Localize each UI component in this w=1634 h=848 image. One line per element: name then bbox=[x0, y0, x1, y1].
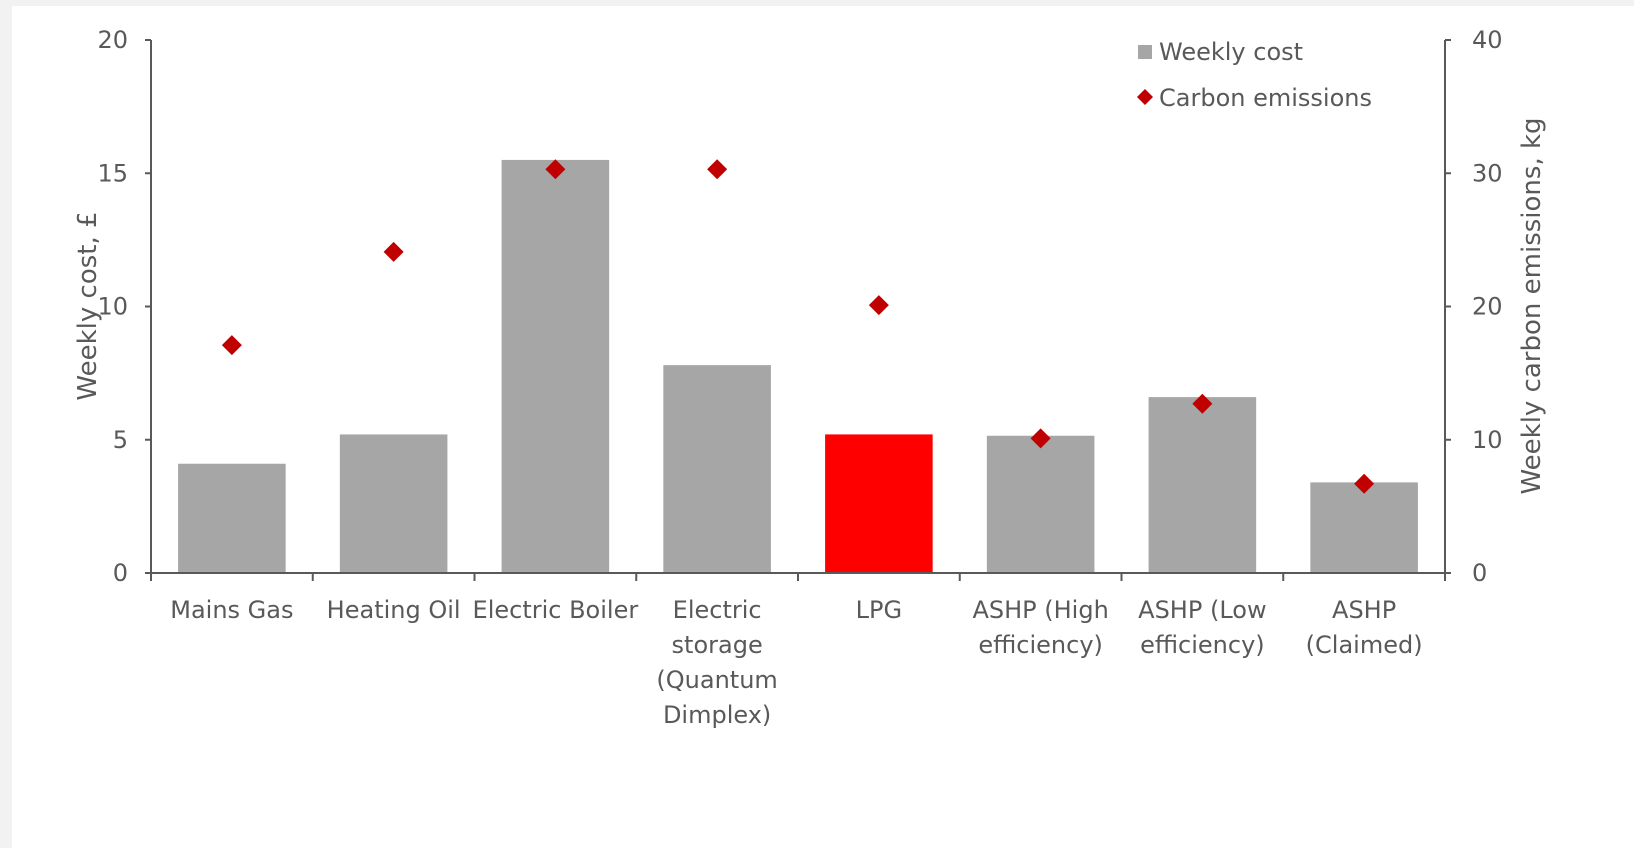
emission-marker-2 bbox=[545, 159, 566, 180]
y2-tick-label: 30 bbox=[1472, 159, 1503, 187]
x-category-label: Electric storage (Quantum Dimplex) bbox=[656, 596, 777, 729]
bar-4 bbox=[825, 434, 933, 573]
x-category-label: Mains Gas bbox=[170, 596, 293, 624]
bar-0 bbox=[178, 463, 286, 573]
y2-tick-label: 0 bbox=[1472, 559, 1487, 587]
emission-marker-0 bbox=[221, 335, 242, 356]
bar-5 bbox=[986, 435, 1095, 573]
bar-7 bbox=[1310, 482, 1418, 573]
y-tick-label: 15 bbox=[97, 159, 128, 187]
y2-tick-label: 20 bbox=[1472, 293, 1503, 321]
legend-weekly-cost-swatch bbox=[1138, 45, 1152, 59]
emission-marker-4 bbox=[868, 295, 889, 316]
legend-carbon-emissions-label: Carbon emissions bbox=[1159, 84, 1372, 112]
y-tick-label: 10 bbox=[97, 293, 128, 321]
emission-marker-5 bbox=[1030, 428, 1051, 449]
y-tick-label: 5 bbox=[113, 426, 128, 454]
emission-marker-1 bbox=[383, 241, 404, 262]
emission-marker-3 bbox=[707, 159, 728, 180]
x-category-label: LPG bbox=[856, 596, 902, 624]
bar-3 bbox=[663, 365, 771, 573]
legend-weekly-cost-label: Weekly cost bbox=[1159, 38, 1303, 66]
y-tick-label: 20 bbox=[97, 26, 128, 54]
x-category-label: ASHP (High efficiency) bbox=[972, 596, 1108, 659]
y-axis-title: Weekly cost, £ bbox=[73, 211, 103, 400]
y2-axis-title: Weekly carbon emissions, kg bbox=[1517, 117, 1547, 494]
x-category-label: ASHP (Claimed) bbox=[1306, 596, 1423, 659]
chart-frame: 0 5 10 15 20 0 10 20 30 40 Mains Gas Heating Oil El… bbox=[12, 6, 1634, 848]
emission-marker-7 bbox=[1354, 473, 1375, 494]
y2-tick-label: 40 bbox=[1472, 26, 1503, 54]
legend-carbon-emissions-marker bbox=[1137, 89, 1153, 105]
legend: Weekly cost Carbon emissions bbox=[1137, 38, 1372, 112]
bar-2 bbox=[501, 159, 610, 574]
bar-1 bbox=[339, 434, 448, 573]
bar-6 bbox=[1148, 397, 1257, 573]
y-tick-label: 0 bbox=[113, 559, 128, 587]
x-category-label: ASHP (Low efficiency) bbox=[1138, 596, 1266, 659]
weekly-cost-emissions-chart: 0 5 10 15 20 0 10 20 30 40 Mains Gas Heating Oil El… bbox=[73, 26, 1547, 729]
x-category-label: Electric Boiler bbox=[473, 596, 639, 624]
y2-tick-label: 10 bbox=[1472, 426, 1503, 454]
emission-marker-6 bbox=[1192, 393, 1213, 414]
x-category-label: Heating Oil bbox=[327, 596, 461, 624]
